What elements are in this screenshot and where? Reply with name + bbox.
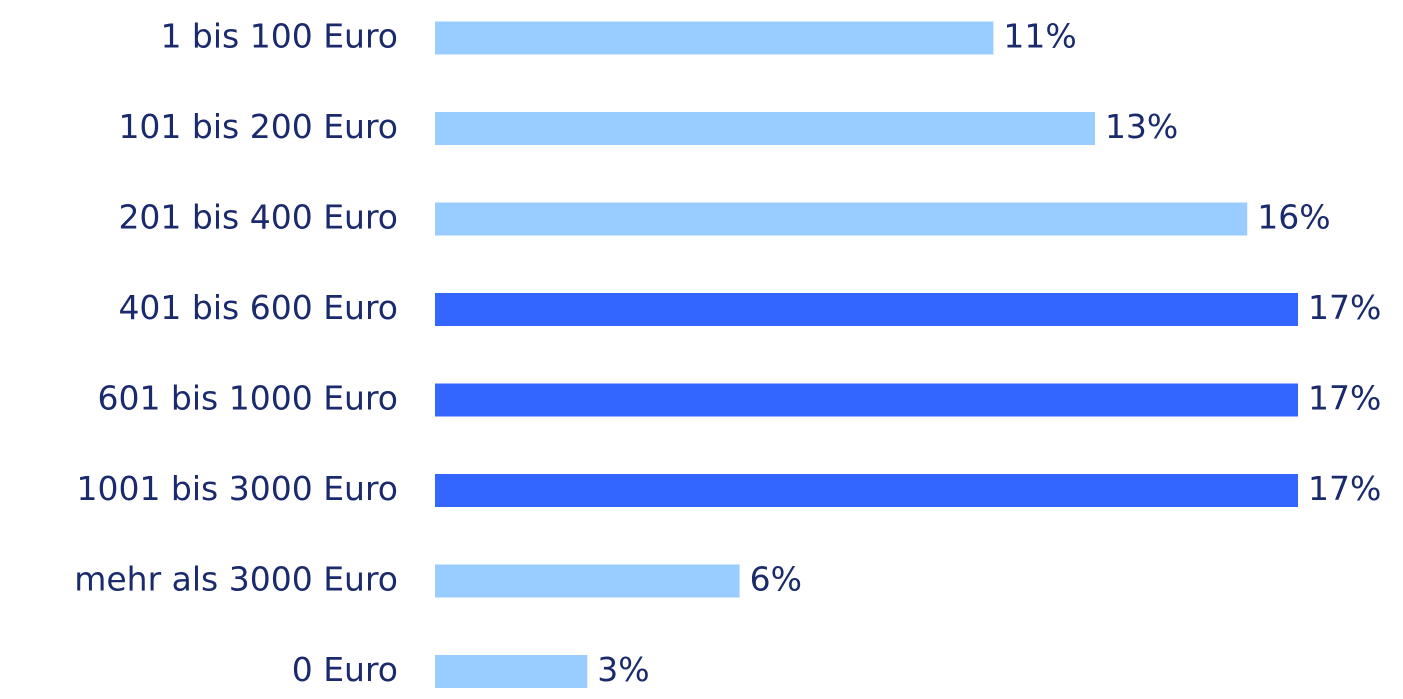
category-label: 1001 bis 3000 Euro (76, 469, 398, 508)
category-label: 401 bis 600 Euro (118, 288, 398, 327)
bar (435, 383, 1298, 417)
bar (435, 202, 1248, 236)
value-label: 17% (1308, 469, 1381, 508)
bar (435, 474, 1298, 507)
bar (435, 293, 1298, 326)
category-label: mehr als 3000 Euro (74, 560, 398, 599)
value-label: 13% (1105, 107, 1178, 146)
category-label: 0 Euro (292, 650, 398, 689)
category-label: 201 bis 400 Euro (118, 198, 398, 237)
bar (435, 21, 994, 55)
bar (435, 655, 588, 688)
bar (435, 112, 1095, 145)
bar (435, 564, 740, 598)
value-label: 16% (1257, 198, 1330, 237)
value-label: 17% (1308, 379, 1381, 418)
value-label: 6% (750, 560, 802, 599)
value-label: 11% (1003, 17, 1076, 56)
value-label: 3% (597, 650, 649, 689)
category-label: 101 bis 200 Euro (118, 107, 398, 146)
value-label: 17% (1308, 288, 1381, 327)
category-label: 601 bis 1000 Euro (97, 379, 398, 418)
category-label: 1 bis 100 Euro (160, 17, 398, 56)
